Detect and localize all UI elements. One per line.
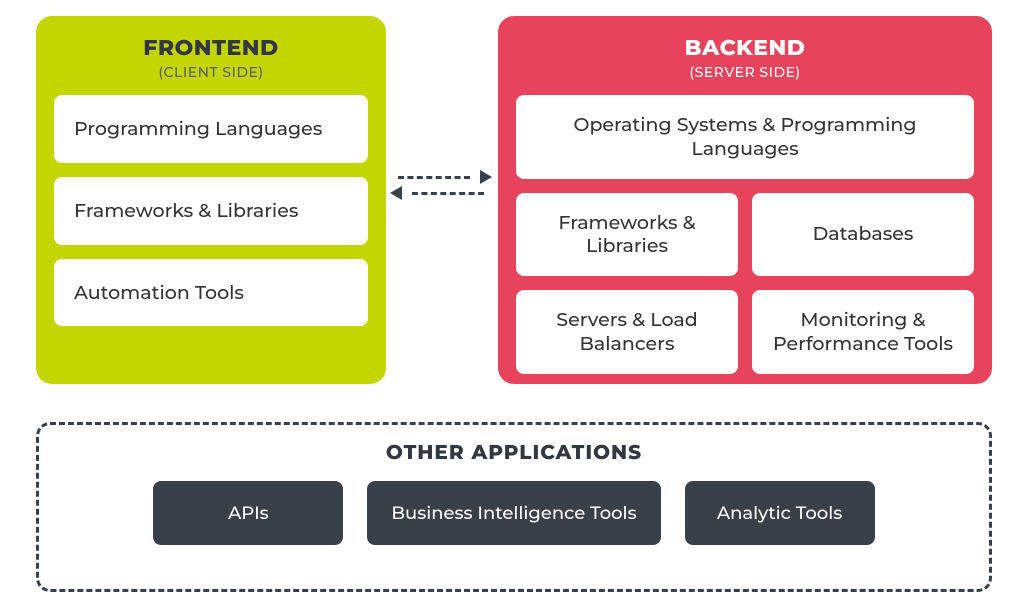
arrow-right <box>398 176 484 178</box>
backend-title: BACKEND <box>516 34 974 61</box>
backend-panel: BACKEND (SERVER SIDE) Operating Systems … <box>498 16 992 384</box>
other-applications-panel: OTHER APPLICATIONS APIs Business Intelli… <box>36 422 992 592</box>
backend-card: Frameworks & Libraries <box>516 193 738 277</box>
arrow-left <box>398 192 484 194</box>
bidirectional-arrows <box>398 176 484 194</box>
frontend-subtitle: (CLIENT SIDE) <box>54 63 368 81</box>
other-title: OTHER APPLICATIONS <box>63 441 965 465</box>
backend-card: Servers & Load Balancers <box>516 290 738 374</box>
frontend-card: Automation Tools <box>54 259 368 327</box>
backend-row: Servers & Load Balancers Monitoring & Pe… <box>516 290 974 374</box>
frontend-header: FRONTEND (CLIENT SIDE) <box>54 34 368 81</box>
frontend-cards: Programming Languages Frameworks & Libra… <box>54 95 368 326</box>
arrow-head-right-icon <box>480 170 492 184</box>
frontend-card: Frameworks & Libraries <box>54 177 368 245</box>
backend-card: Databases <box>752 193 974 277</box>
frontend-card: Programming Languages <box>54 95 368 163</box>
other-cards: APIs Business Intelligence Tools Analyti… <box>63 481 965 545</box>
backend-row: Frameworks & Libraries Databases <box>516 193 974 277</box>
other-card: Business Intelligence Tools <box>367 481 660 545</box>
backend-card: Operating Systems & Programming Language… <box>516 95 974 179</box>
arrow-head-left-icon <box>390 186 402 200</box>
other-card: APIs <box>153 481 343 545</box>
other-card: Analytic Tools <box>685 481 875 545</box>
backend-card: Monitoring & Performance Tools <box>752 290 974 374</box>
frontend-title: FRONTEND <box>54 34 368 61</box>
backend-header: BACKEND (SERVER SIDE) <box>516 34 974 81</box>
frontend-panel: FRONTEND (CLIENT SIDE) Programming Langu… <box>36 16 386 384</box>
backend-cards: Operating Systems & Programming Language… <box>516 95 974 374</box>
backend-subtitle: (SERVER SIDE) <box>516 63 974 81</box>
